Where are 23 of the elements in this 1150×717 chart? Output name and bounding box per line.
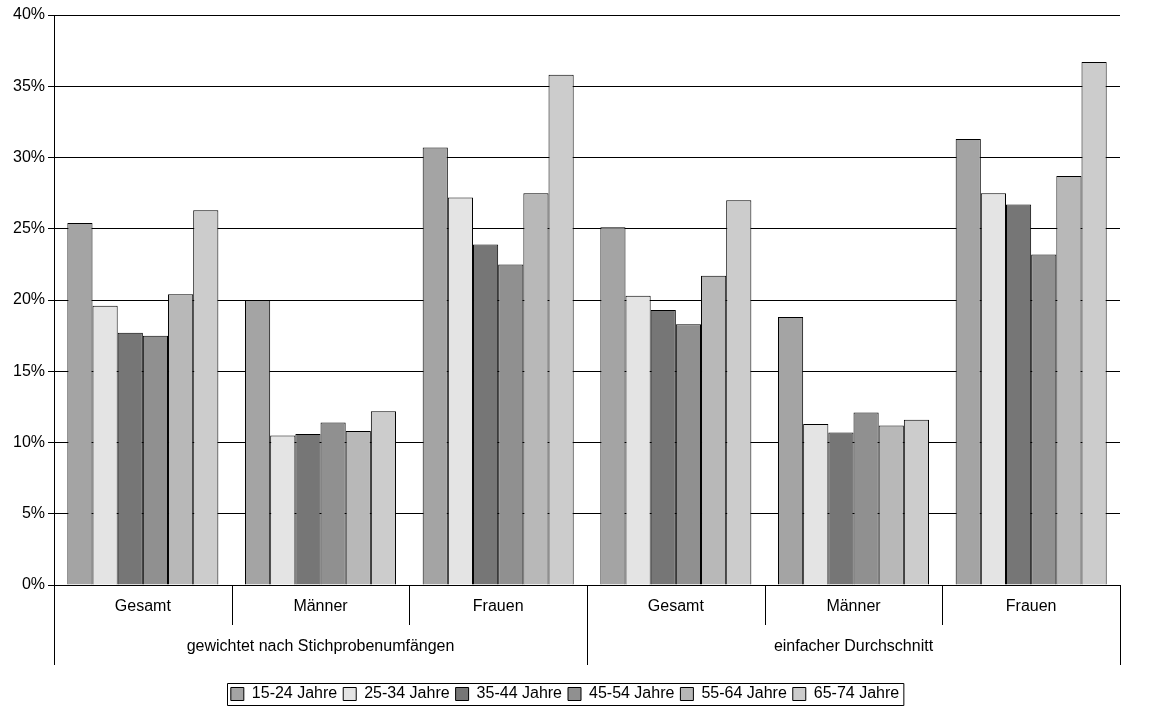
x-tick-label: Frauen xyxy=(472,597,524,615)
x-tick-label: Männer xyxy=(826,597,882,615)
y-tick-label: 10% xyxy=(12,432,46,450)
x-tick-label: Männer xyxy=(293,597,349,615)
legend-label: 15-24 Jahre xyxy=(251,684,338,702)
y-tick-label: 30% xyxy=(12,147,46,165)
legend-label: 35-44 Jahre xyxy=(476,684,563,702)
x-tick-label: Gesamt xyxy=(114,597,172,615)
legend-label: 55-64 Jahre xyxy=(701,684,787,702)
text: gewichtet nach Stichprobenumfängen xyxy=(186,637,455,655)
x-tick-label: Frauen xyxy=(1005,597,1057,615)
y-tick-label: 25% xyxy=(12,219,46,237)
y-tick-label: 40% xyxy=(12,5,46,23)
text: einfacher Durchschnitt xyxy=(773,637,934,655)
x-tick-label: Gesamt xyxy=(647,597,705,615)
y-tick-label: 35% xyxy=(12,76,46,94)
legend-label: 45-54 Jahre xyxy=(589,684,675,702)
y-tick-label: 15% xyxy=(12,361,46,379)
y-tick-label: 20% xyxy=(12,290,46,308)
legend-label: 65-74 Jahre xyxy=(813,684,900,702)
legend-label: 25-34 Jahre xyxy=(364,684,450,702)
y-tick-label: 5% xyxy=(21,504,46,522)
y-tick-label: 0% xyxy=(21,575,46,593)
